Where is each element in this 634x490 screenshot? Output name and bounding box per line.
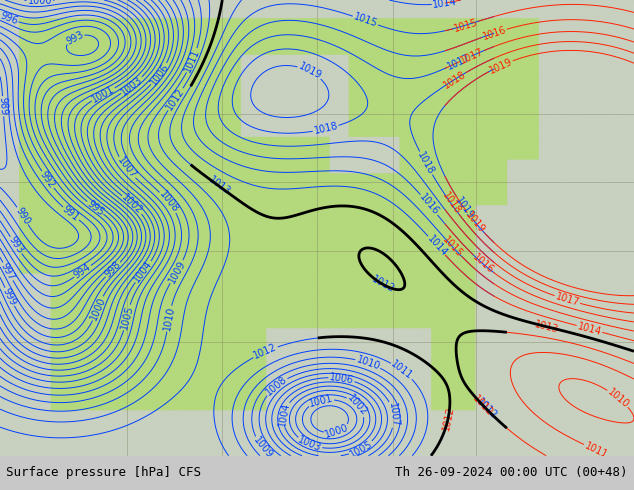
Text: 1010: 1010 [162, 306, 176, 332]
Text: 1000: 1000 [324, 423, 350, 441]
Text: 1017: 1017 [446, 52, 472, 72]
Text: 1017: 1017 [554, 292, 581, 308]
Text: 1005: 1005 [119, 304, 135, 331]
Text: 1010: 1010 [605, 387, 631, 410]
Text: 1018: 1018 [441, 69, 467, 90]
Text: 1018: 1018 [313, 121, 339, 136]
Text: 1007: 1007 [115, 155, 138, 181]
Text: 1001: 1001 [90, 84, 117, 105]
Text: 990: 990 [13, 205, 32, 226]
Text: 1019: 1019 [297, 61, 323, 81]
Text: 1009: 1009 [167, 259, 187, 285]
Text: 998: 998 [103, 260, 123, 280]
Text: 993: 993 [64, 29, 85, 47]
Text: 1013: 1013 [207, 175, 232, 197]
Text: 1004: 1004 [132, 259, 155, 285]
Text: 1002: 1002 [346, 393, 370, 418]
Text: 1012: 1012 [474, 396, 498, 421]
Text: 1012: 1012 [441, 405, 455, 431]
Text: 1013: 1013 [533, 319, 560, 335]
Text: 1000: 1000 [88, 295, 107, 321]
Text: 1001: 1001 [308, 393, 334, 409]
Text: 1003: 1003 [119, 74, 145, 97]
Text: 1000: 1000 [27, 0, 52, 6]
Text: 1016: 1016 [417, 192, 441, 218]
Text: 999: 999 [1, 286, 18, 307]
Text: 1015: 1015 [452, 17, 479, 33]
Text: 1015: 1015 [352, 12, 378, 29]
Text: 1017: 1017 [458, 46, 485, 66]
Text: 1006: 1006 [148, 61, 171, 87]
Text: 1019: 1019 [488, 56, 514, 75]
Text: Surface pressure [hPa] CFS: Surface pressure [hPa] CFS [6, 466, 202, 479]
Text: 1004: 1004 [277, 402, 291, 428]
Text: 993: 993 [6, 235, 25, 256]
Text: 1014: 1014 [425, 234, 449, 258]
Text: 1014: 1014 [576, 321, 602, 337]
Text: 989: 989 [0, 97, 9, 116]
Text: 996: 996 [0, 10, 20, 26]
Text: 1019: 1019 [453, 195, 476, 220]
Text: 991: 991 [61, 204, 81, 223]
Text: 995: 995 [85, 198, 106, 218]
Text: 1011: 1011 [183, 48, 202, 74]
Text: 1009: 1009 [251, 435, 275, 461]
Text: 1018: 1018 [415, 150, 436, 176]
Text: 1011: 1011 [389, 359, 415, 382]
Text: 1012: 1012 [252, 342, 278, 361]
Text: 1010: 1010 [355, 354, 381, 372]
Text: 997: 997 [0, 261, 17, 282]
Text: 1016: 1016 [481, 24, 507, 42]
Text: 1006: 1006 [329, 372, 354, 386]
Text: 1012: 1012 [370, 274, 396, 294]
Text: 1007: 1007 [387, 402, 400, 427]
Text: Th 26-09-2024 00:00 UTC (00+48): Th 26-09-2024 00:00 UTC (00+48) [395, 466, 628, 479]
Text: 1011: 1011 [583, 441, 609, 460]
Text: 1016: 1016 [470, 252, 496, 276]
Text: 994: 994 [72, 262, 93, 281]
Text: 1003: 1003 [296, 435, 323, 454]
Text: 1019: 1019 [464, 210, 487, 235]
Text: 1008: 1008 [157, 190, 180, 215]
Text: 1018: 1018 [440, 191, 462, 217]
Text: 1012: 1012 [164, 86, 186, 112]
Text: 1008: 1008 [264, 374, 289, 398]
Text: 1014: 1014 [432, 0, 458, 10]
Text: 1015: 1015 [441, 234, 465, 259]
Text: 1012: 1012 [471, 393, 495, 418]
Text: 1002: 1002 [120, 193, 145, 217]
Text: 992: 992 [38, 169, 57, 190]
Text: 1005: 1005 [348, 439, 375, 459]
